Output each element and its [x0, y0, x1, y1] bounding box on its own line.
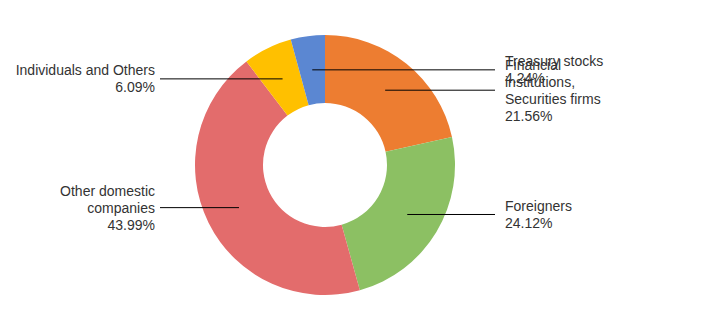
- svg-text:Individuals and Others6.09%: Individuals and Others6.09%: [16, 62, 155, 95]
- svg-text:Foreigners24.12%: Foreigners24.12%: [505, 198, 572, 231]
- svg-text:Treasury stocks4.24%: Treasury stocks4.24%: [505, 53, 603, 86]
- svg-text:Other domesticcompanies43.99%: Other domesticcompanies43.99%: [60, 183, 155, 233]
